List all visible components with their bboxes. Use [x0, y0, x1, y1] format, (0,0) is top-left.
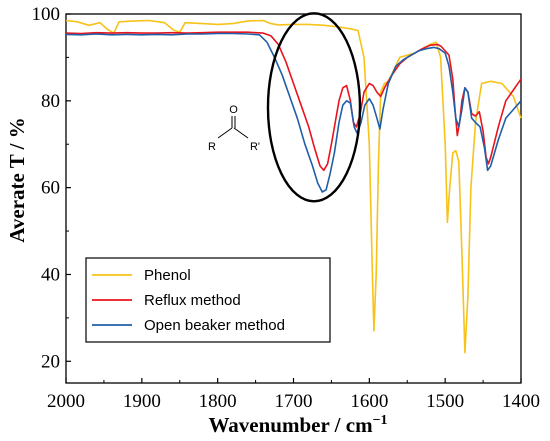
y-axis-ticks: 20 40 60 80 100	[32, 4, 71, 372]
x-axis-title-superscript: −1	[373, 413, 388, 428]
x-axis-title: Wavenumber / cm−1	[208, 413, 387, 437]
annotation: O R R'	[208, 12, 362, 203]
series-line-2	[65, 32, 522, 193]
x-tick-label: 1700	[275, 391, 313, 412]
x-tick-label: 1800	[199, 391, 237, 412]
y-tick-label: 100	[32, 4, 61, 25]
legend-label: Phenol	[144, 267, 191, 284]
y-tick-label: 40	[41, 264, 60, 285]
x-axis-ticks: 2000 1900 1800 1700 1600 1500 1400	[47, 378, 540, 412]
x-tick-label: 1400	[502, 391, 540, 412]
alkyl-bond-right	[233, 127, 249, 139]
y-tick-label: 20	[41, 351, 60, 372]
alkyl-bond-left	[217, 127, 233, 139]
highlight-ellipse	[266, 12, 362, 203]
x-tick-label: 1900	[123, 391, 161, 412]
y-tick-label: 60	[41, 178, 60, 199]
series-line-0	[65, 19, 522, 354]
series-line-1	[65, 31, 522, 172]
y-tick-label: 80	[41, 91, 60, 112]
x-tick-label: 1600	[350, 391, 388, 412]
y-axis-title: Averate T / %	[5, 117, 29, 242]
structure-r-label: R	[208, 141, 216, 153]
x-tick-label: 1500	[426, 391, 464, 412]
x-tick-label: 2000	[47, 391, 85, 412]
structure-oxygen-label: O	[229, 104, 238, 116]
structure-r-prime-label: R'	[250, 141, 260, 153]
legend: Phenol Reflux method Open beaker method	[85, 257, 331, 343]
legend-label: Reflux method	[144, 292, 241, 309]
legend-label: Open beaker method	[144, 317, 285, 334]
